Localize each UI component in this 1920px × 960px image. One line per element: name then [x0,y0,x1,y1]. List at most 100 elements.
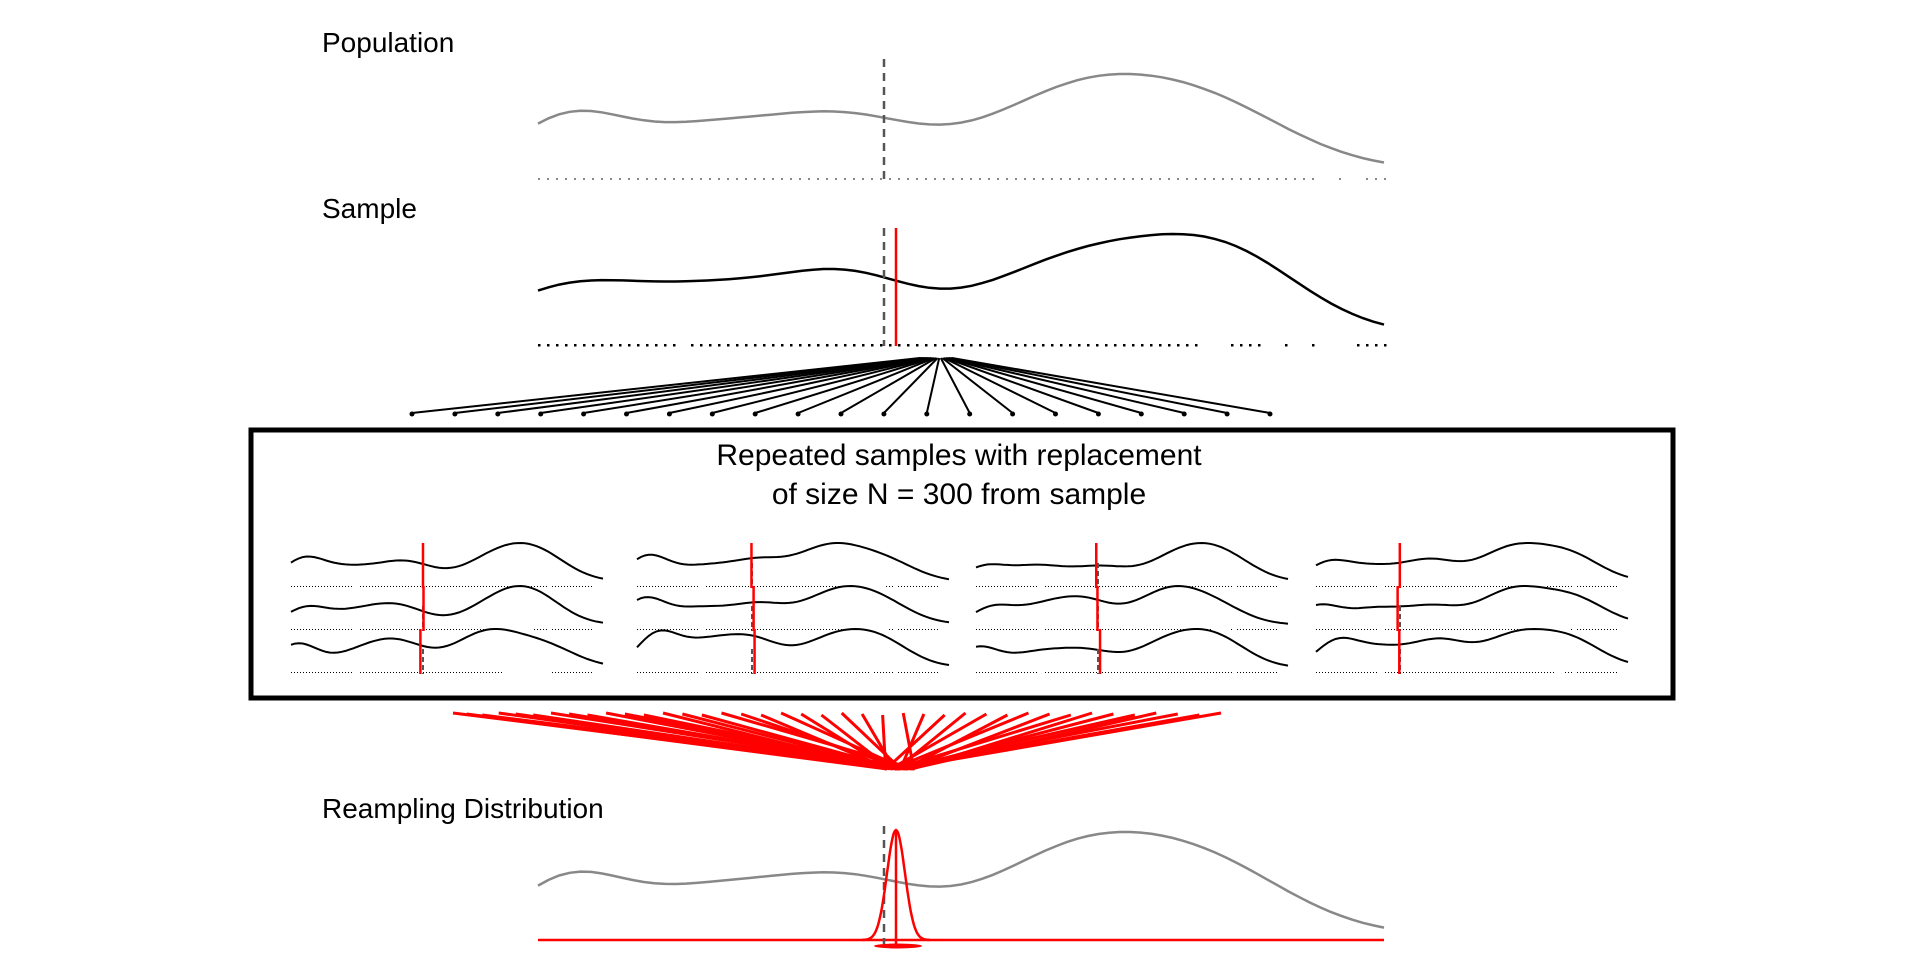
population-rug-dot [583,178,585,180]
resample-rug-dot [1604,586,1605,587]
resample-rug-dot [363,672,364,673]
resample-rug-dot [751,629,752,630]
resample-rug-dot [564,586,565,587]
arrowhead [881,411,887,417]
resample-rug-dot [790,629,791,630]
population-rug-dot [709,178,711,180]
resample-rug-dot [1325,586,1326,587]
resample-rug-dot [1343,672,1344,673]
resample-rug-dot [928,629,929,630]
resample-rug-dot [582,586,583,587]
resample-rug-dot [1481,672,1482,673]
resample-rug-dot [582,672,583,673]
resample-rug-dot [336,629,337,630]
arrowhead [495,411,501,417]
population-rug-dot [1222,178,1224,180]
resample-rug-dot [709,672,710,673]
resample-rug-dot [405,672,406,673]
sample-rug-dot [673,344,676,347]
resample-density-curve [636,627,950,666]
resample-rug-dot [1580,586,1581,587]
resample-rug-dot [1469,586,1470,587]
resample-rug-dot [820,586,821,587]
resample-rug-dot [1009,629,1010,630]
resample-rug-dot [1412,672,1413,673]
resample-rug-dot [1475,586,1476,587]
population-rug-dot [1249,178,1251,180]
resample-rug-dot [1222,672,1223,673]
resample-rug-dot [688,672,689,673]
arrowhead [1138,411,1144,417]
resample-rug-dot [1391,629,1392,630]
resample-rug-dot [889,672,890,673]
resample-rug-dot [492,672,493,673]
resample-rug-dot [327,586,328,587]
resample-rug-dot [1391,586,1392,587]
resample-rug-dot [796,629,797,630]
resample-rug-dot [315,629,316,630]
resample-rug-dot [709,586,710,587]
resample-rug-dot [901,629,902,630]
resample-rug-dot [1418,672,1419,673]
resample-rug-dot [1376,629,1377,630]
sample-rug-dot [988,344,991,347]
resample-rug-dot [342,586,343,587]
resample-rug-dot [1451,629,1452,630]
resample-rug-dot [1427,629,1428,630]
resample-arrow [626,357,929,414]
resample-rug-dot [1466,586,1467,587]
population-rug-dot [1186,178,1188,180]
resample-rug-dot [1496,672,1497,673]
resample-rug-dot [1472,586,1473,587]
resample-rug-dot [483,672,484,673]
resample-rug-dot [1141,629,1142,630]
resample-rug-dot [901,672,902,673]
arrowhead [666,411,672,417]
resample-rug-dot [1150,672,1151,673]
resample-rug-dot [1499,629,1500,630]
sample-rug-dot [736,344,739,347]
resample-rug-dot [1123,629,1124,630]
resample-rug-dot [1243,629,1244,630]
resample-rug-dot [1126,629,1127,630]
arrowhead [581,411,587,417]
resample-rug-dot [1081,586,1082,587]
resample-rug-dot [748,672,749,673]
resample-rug-dot [823,672,824,673]
resample-rug-dot [934,629,935,630]
resample-rug-dot [982,586,983,587]
resample-rug-dot [540,629,541,630]
resample-rug-dot [808,672,809,673]
resample-rug-dot [1171,672,1172,673]
sample-rug-dot [1060,344,1063,347]
resample-rug-dot [1207,586,1208,587]
resample-rug-dot [757,672,758,673]
resample-arrow [925,357,941,414]
resample-rug-dot [916,586,917,587]
resample-rug-dot [832,672,833,673]
resample-rug-dot [1009,672,1010,673]
resample-rug-dot [715,586,716,587]
resample-rug-dot [1210,586,1211,587]
arrowhead [409,411,415,417]
resample-rug-dot [1448,629,1449,630]
resample-rug-dot [1162,629,1163,630]
resample-rug-dot [297,586,298,587]
resample-rug-dot [1000,672,1001,673]
resample-rug-dot [1439,672,1440,673]
population-rug-dot [1312,178,1314,180]
resample-rug-dot [1505,629,1506,630]
resample-rug-dot [336,586,337,587]
resample-rug-dot [1180,672,1181,673]
resample-rug-dot [715,629,716,630]
resample-rug-dot [913,586,914,587]
arrowhead [1053,411,1058,417]
resample-rug-dot [1433,586,1434,587]
resample-rug-dot [937,586,938,587]
resample-rug-dot [676,672,677,673]
resample-rug-dot [1063,586,1064,587]
resample-rug-dot [1499,672,1500,673]
resample-rug-dot [925,586,926,587]
resample-rug-dot [375,629,376,630]
